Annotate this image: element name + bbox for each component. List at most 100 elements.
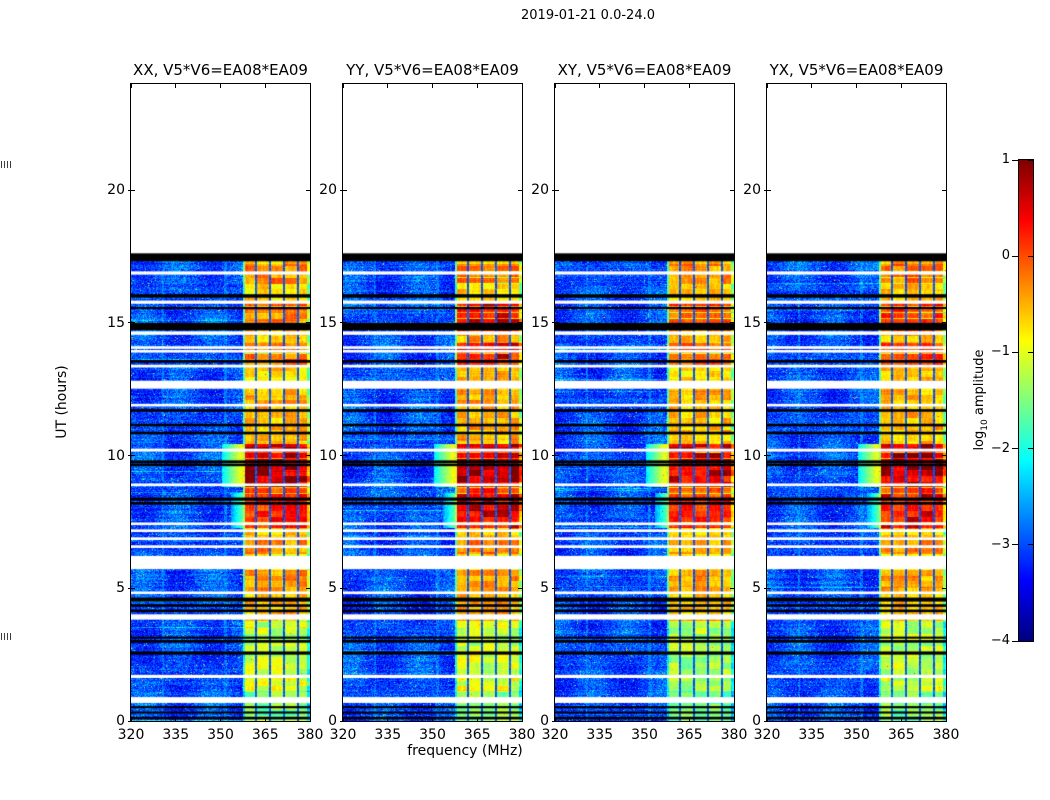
x-tick-label: 350 bbox=[419, 727, 446, 743]
x-tick-mark bbox=[733, 84, 735, 88]
x-tick-mark bbox=[688, 84, 690, 88]
x-tick-mark bbox=[220, 84, 221, 88]
colorbar-tick-label: −3 bbox=[990, 536, 1010, 552]
colorbar-tick-mark bbox=[1028, 544, 1033, 546]
panel-title-yy: YY, V5*V6=EA08*EA09 bbox=[346, 61, 519, 79]
colorbar-tick-label: 1 bbox=[1001, 152, 1010, 167]
spectrogram-panel-yx: YX, V5*V6=EA08*EA09 320 335 350 365 380 0 5 10 1… bbox=[743, 61, 959, 743]
y-tick-mark bbox=[552, 720, 559, 722]
y-tick-mark bbox=[128, 720, 135, 722]
colorbar-tick-mark bbox=[1028, 351, 1033, 353]
x-tick-mark bbox=[432, 717, 433, 721]
x-tick-mark bbox=[309, 84, 311, 88]
spectrogram-panel-xy: XY, V5*V6=EA08*EA09 320 335 350 365 380 0 5 10 1… bbox=[531, 61, 747, 743]
panel-title-xy: XY, V5*V6=EA08*EA09 bbox=[557, 61, 732, 79]
y-tick-label: 15 bbox=[319, 314, 337, 331]
colorbar-gradient bbox=[1019, 160, 1033, 641]
y-tick-mark bbox=[340, 720, 347, 722]
y-tick-mark bbox=[730, 322, 734, 324]
y-tick-mark bbox=[518, 455, 522, 457]
x-tick-mark bbox=[521, 717, 523, 721]
y-tick-mark bbox=[518, 189, 522, 191]
y-tick-mark bbox=[764, 587, 771, 589]
x-tick-mark bbox=[342, 717, 344, 721]
y-tick-mark bbox=[764, 455, 771, 457]
x-tick-mark bbox=[766, 717, 768, 721]
x-tick-label: 320 bbox=[753, 727, 781, 743]
figure-title: 2019-01-21 0.0-24.0 bbox=[521, 8, 655, 23]
x-tick-mark bbox=[688, 717, 690, 721]
y-tick-mark bbox=[306, 587, 310, 589]
x-tick-mark bbox=[387, 84, 389, 88]
x-tick-mark bbox=[811, 717, 813, 721]
x-tick-label: 335 bbox=[798, 727, 826, 743]
x-tick-label: 365 bbox=[675, 727, 703, 743]
x-tick-mark bbox=[811, 84, 813, 88]
x-tick-label: 335 bbox=[374, 727, 402, 743]
y-tick-label: 20 bbox=[319, 182, 337, 199]
x-tick-label: 335 bbox=[586, 727, 614, 743]
y-tick-label: 10 bbox=[319, 447, 337, 464]
y-tick-label: 20 bbox=[107, 182, 125, 199]
y-tick-label: 0 bbox=[752, 713, 761, 729]
y-tick-label: 5 bbox=[752, 580, 761, 597]
colorbar-tick-mark bbox=[1012, 448, 1018, 450]
x-tick-label: 320 bbox=[117, 727, 145, 743]
x-tick-mark bbox=[476, 717, 478, 721]
x-tick-mark bbox=[644, 717, 645, 721]
y-tick-mark bbox=[306, 189, 310, 191]
y-tick-label: 15 bbox=[743, 314, 761, 331]
y-tick-mark bbox=[764, 720, 771, 722]
y-tick-mark bbox=[340, 455, 347, 457]
y-tick-mark bbox=[764, 189, 771, 191]
y-tick-label: 20 bbox=[743, 182, 761, 199]
y-tick-mark bbox=[128, 322, 135, 324]
x-tick-mark bbox=[733, 717, 735, 721]
colorbar-end-hatch-bottom bbox=[1, 633, 13, 640]
x-tick-label: 350 bbox=[843, 727, 870, 743]
x-tick-mark bbox=[599, 717, 601, 721]
colorbar-tick-label: −4 bbox=[990, 633, 1010, 648]
spectrogram-panel-yy: YY, V5*V6=EA08*EA09 320 335 350 365 380 0 5 10 1… bbox=[319, 61, 535, 743]
x-axis-label: frequency (MHz) bbox=[407, 743, 523, 759]
y-tick-label: 10 bbox=[743, 447, 761, 464]
y-tick-label: 0 bbox=[116, 713, 125, 729]
y-tick-mark bbox=[942, 455, 946, 457]
y-axis-label: UT (hours) bbox=[54, 365, 70, 439]
x-tick-mark bbox=[342, 84, 344, 88]
y-tick-mark bbox=[340, 587, 347, 589]
y-tick-mark bbox=[730, 720, 734, 722]
y-tick-mark bbox=[552, 322, 559, 324]
x-tick-mark bbox=[476, 84, 478, 88]
spectrogram-canvas-yy bbox=[343, 84, 522, 721]
x-tick-mark bbox=[264, 717, 266, 721]
x-tick-label: 380 bbox=[720, 727, 748, 743]
x-tick-label: 365 bbox=[887, 727, 915, 743]
x-tick-label: 380 bbox=[932, 727, 960, 743]
x-tick-label: 365 bbox=[463, 727, 491, 743]
y-tick-mark bbox=[730, 189, 734, 191]
y-tick-mark bbox=[128, 189, 135, 191]
colorbar-tick-label: −1 bbox=[990, 344, 1010, 360]
y-tick-label: 15 bbox=[531, 314, 549, 331]
x-tick-mark bbox=[264, 84, 266, 88]
colorbar-label: log10 amplitude bbox=[972, 349, 990, 451]
y-tick-mark bbox=[552, 189, 559, 191]
y-tick-label: 10 bbox=[107, 447, 125, 464]
y-tick-mark bbox=[518, 720, 522, 722]
x-tick-mark bbox=[856, 717, 857, 721]
colorbar-tick-label: −2 bbox=[990, 440, 1010, 456]
x-tick-label: 365 bbox=[251, 727, 279, 743]
x-tick-mark bbox=[521, 84, 523, 88]
x-tick-mark bbox=[856, 84, 857, 88]
y-tick-mark bbox=[518, 322, 522, 324]
x-tick-mark bbox=[432, 84, 433, 88]
y-tick-mark bbox=[128, 455, 135, 457]
y-tick-mark bbox=[340, 322, 347, 324]
y-tick-label: 10 bbox=[531, 447, 549, 464]
spectrogram-canvas-xx bbox=[131, 84, 310, 721]
y-tick-label: 20 bbox=[531, 182, 549, 199]
y-tick-mark bbox=[552, 455, 559, 457]
y-tick-mark bbox=[518, 587, 522, 589]
x-tick-mark bbox=[130, 717, 132, 721]
